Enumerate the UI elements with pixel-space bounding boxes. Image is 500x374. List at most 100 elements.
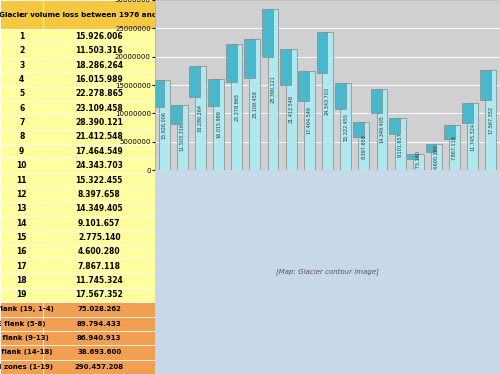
Text: 290.457.208: 290.457.208 (74, 364, 124, 370)
FancyBboxPatch shape (0, 187, 44, 202)
Text: 17.567.352: 17.567.352 (76, 291, 123, 300)
FancyBboxPatch shape (44, 230, 155, 245)
FancyBboxPatch shape (44, 302, 155, 316)
Bar (172, 105, 182, 125)
FancyBboxPatch shape (44, 58, 155, 72)
Text: 14: 14 (16, 219, 27, 228)
Bar (431, 144, 442, 170)
FancyBboxPatch shape (0, 29, 44, 43)
Bar (376, 89, 388, 170)
Text: 15.322.455: 15.322.455 (76, 175, 123, 184)
Bar (480, 70, 491, 100)
FancyBboxPatch shape (44, 288, 155, 302)
Text: 18: 18 (16, 276, 27, 285)
Bar (449, 125, 460, 170)
Text: 8.397.658: 8.397.658 (362, 134, 366, 159)
Bar (468, 104, 478, 170)
Bar (268, 9, 278, 170)
FancyBboxPatch shape (44, 273, 155, 288)
Text: N flank (19, 1-4): N flank (19, 1-4) (0, 306, 54, 312)
FancyBboxPatch shape (44, 72, 155, 87)
Text: 17.464.549: 17.464.549 (76, 147, 123, 156)
Bar (394, 119, 406, 170)
FancyBboxPatch shape (44, 245, 155, 259)
Text: 6: 6 (19, 104, 24, 113)
Text: S flank (9-13): S flank (9-13) (0, 335, 48, 341)
Text: 2: 2 (19, 46, 24, 55)
Text: 18.286.264: 18.286.264 (75, 61, 123, 70)
FancyBboxPatch shape (44, 29, 155, 43)
FancyBboxPatch shape (0, 58, 44, 72)
Bar (232, 44, 242, 170)
Text: 23.109.458: 23.109.458 (252, 91, 258, 119)
Text: 8.397.658: 8.397.658 (78, 190, 120, 199)
Text: 9: 9 (19, 147, 24, 156)
Text: All zones (1-19): All zones (1-19) (0, 364, 52, 370)
Text: 28.390.121: 28.390.121 (270, 76, 276, 104)
FancyBboxPatch shape (44, 360, 155, 374)
FancyBboxPatch shape (0, 159, 44, 173)
Text: 38.693.600: 38.693.600 (77, 349, 122, 355)
Text: c: c (20, 12, 24, 18)
FancyBboxPatch shape (44, 187, 155, 202)
Text: [Map: Glacier contour image]: [Map: Glacier contour image] (276, 269, 379, 275)
Bar (322, 32, 333, 170)
Bar (244, 39, 255, 78)
FancyBboxPatch shape (44, 144, 155, 159)
Bar (335, 83, 345, 109)
Text: 17.464.549: 17.464.549 (307, 107, 312, 135)
Text: 4.600.280: 4.600.280 (78, 247, 120, 256)
Text: 12: 12 (16, 190, 27, 199)
Bar (213, 79, 224, 170)
Text: 15: 15 (16, 233, 27, 242)
Text: 19: 19 (16, 291, 27, 300)
Bar (389, 119, 400, 134)
Text: Glacier volume loss between 1976 and 1997 (m³): Glacier volume loss between 1976 and 199… (0, 11, 200, 18)
Text: 24.343.703: 24.343.703 (76, 161, 123, 170)
FancyBboxPatch shape (44, 43, 155, 58)
Text: 16: 16 (16, 247, 27, 256)
FancyBboxPatch shape (0, 230, 44, 245)
FancyBboxPatch shape (0, 202, 44, 216)
FancyBboxPatch shape (0, 43, 44, 58)
Text: 9.101.657: 9.101.657 (398, 132, 402, 157)
FancyBboxPatch shape (0, 360, 44, 374)
Bar (371, 89, 382, 113)
Text: 75.028.262: 75.028.262 (78, 306, 121, 312)
FancyBboxPatch shape (0, 316, 44, 331)
Text: E flank (5-8): E flank (5-8) (0, 321, 46, 327)
Text: 11.745.324: 11.745.324 (76, 276, 123, 285)
FancyBboxPatch shape (0, 331, 44, 345)
FancyBboxPatch shape (0, 101, 44, 115)
Bar (158, 80, 170, 170)
Text: 16.015.989: 16.015.989 (76, 75, 123, 84)
Text: 9.101.657: 9.101.657 (78, 219, 120, 228)
Text: 8: 8 (19, 132, 24, 141)
FancyBboxPatch shape (44, 331, 155, 345)
Text: 2.775.140: 2.775.140 (416, 150, 421, 175)
Bar (413, 154, 424, 170)
Text: 86.940.913: 86.940.913 (77, 335, 122, 341)
Bar (195, 66, 206, 170)
Bar (304, 71, 315, 170)
Text: 11: 11 (16, 175, 27, 184)
FancyBboxPatch shape (44, 216, 155, 230)
Text: 28.390.121: 28.390.121 (76, 118, 123, 127)
Text: 24.343.703: 24.343.703 (325, 87, 330, 115)
Text: 11.745.324: 11.745.324 (470, 123, 476, 151)
Text: 17: 17 (16, 262, 27, 271)
FancyBboxPatch shape (0, 345, 44, 360)
Bar (226, 44, 236, 82)
Text: 15.926.006: 15.926.006 (76, 32, 123, 41)
FancyBboxPatch shape (44, 316, 155, 331)
Bar (408, 154, 418, 159)
FancyBboxPatch shape (0, 216, 44, 230)
FancyBboxPatch shape (0, 173, 44, 187)
Bar (208, 79, 218, 107)
Bar (444, 125, 454, 139)
Text: 22.278.865: 22.278.865 (75, 89, 123, 98)
Text: 14.349.405: 14.349.405 (380, 116, 384, 143)
FancyBboxPatch shape (44, 259, 155, 273)
FancyBboxPatch shape (44, 345, 155, 360)
Text: 21.412.548: 21.412.548 (76, 132, 123, 141)
